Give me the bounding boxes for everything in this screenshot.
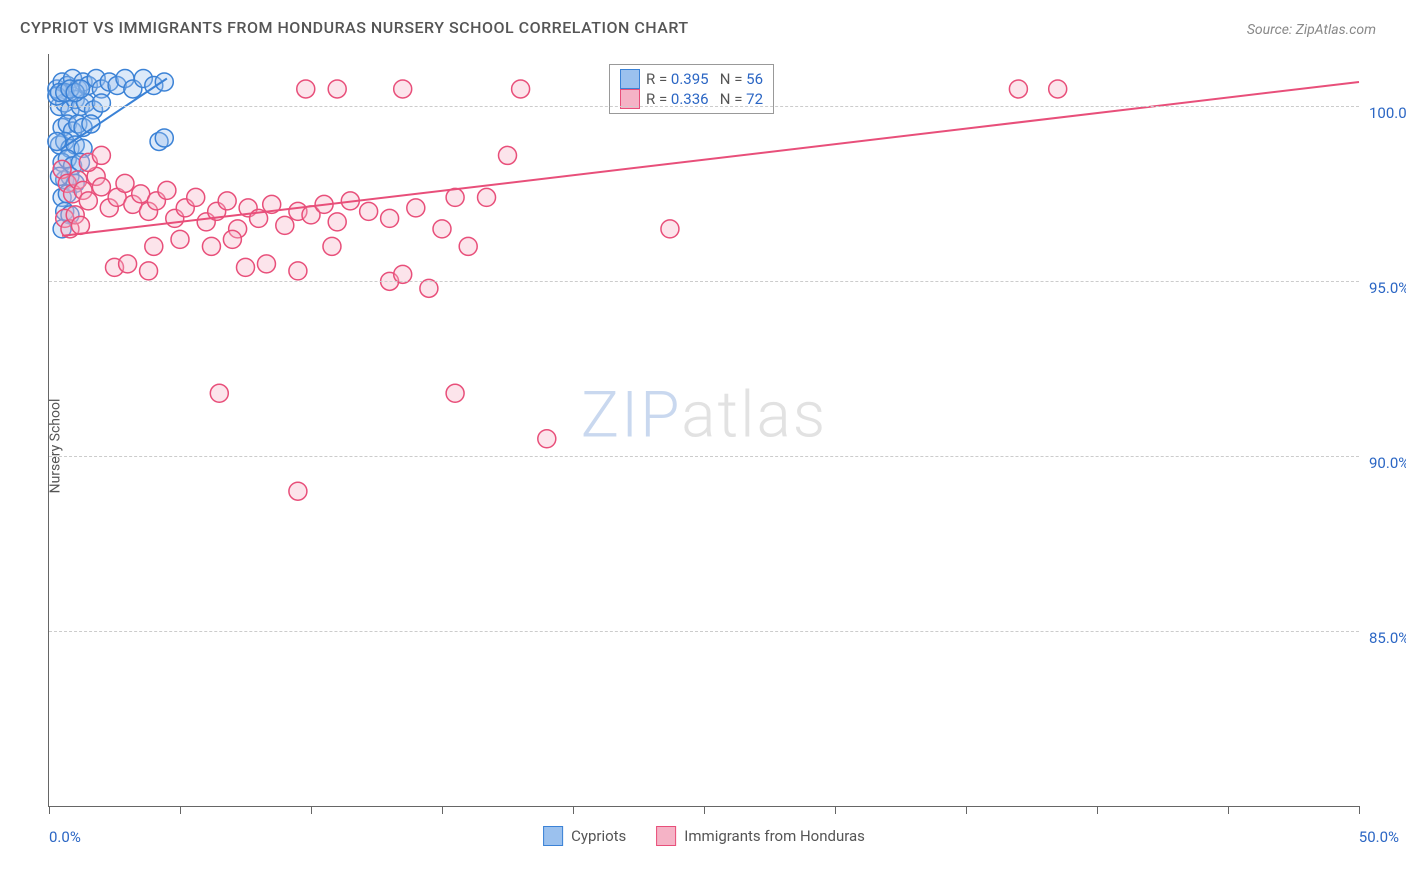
legend-label: Cypriots [571, 827, 626, 845]
data-point [71, 80, 89, 98]
data-point [1049, 80, 1067, 98]
x-tick [573, 806, 574, 814]
y-tick-label: 85.0% [1369, 629, 1406, 647]
data-point [92, 178, 110, 196]
data-point [446, 188, 464, 206]
data-point [158, 181, 176, 199]
data-point [446, 384, 464, 402]
plot-area: ZIPatlas R = 0.395 N = 56R = 0.336 N = 7… [48, 54, 1359, 807]
legend-row: R = 0.395 N = 56 [620, 69, 763, 89]
legend-label: Immigrants from Honduras [684, 827, 865, 845]
gridline [49, 631, 1359, 632]
x-tick [966, 806, 967, 814]
data-point [155, 129, 173, 147]
y-tick-label: 90.0% [1369, 454, 1406, 472]
x-tick [311, 806, 312, 814]
gridline [49, 281, 1359, 282]
y-tick-label: 95.0% [1369, 279, 1406, 297]
data-point [187, 188, 205, 206]
legend-stat-text: R = 0.395 N = 56 [646, 70, 763, 88]
x-tick [704, 806, 705, 814]
data-point [328, 80, 346, 98]
legend-item: Immigrants from Honduras [656, 826, 865, 846]
legend-swatch [543, 826, 563, 846]
data-point [433, 220, 451, 238]
data-point [459, 237, 477, 255]
legend-stat-text: R = 0.336 N = 72 [646, 90, 763, 108]
data-point [79, 192, 97, 210]
x-tick [1097, 806, 1098, 814]
data-point [71, 216, 89, 234]
x-tick [180, 806, 181, 814]
legend-swatch [656, 826, 676, 846]
data-point [1009, 80, 1027, 98]
data-point [360, 202, 378, 220]
data-point [140, 262, 158, 280]
gridline [49, 106, 1359, 107]
x-tick [835, 806, 836, 814]
data-point [297, 80, 315, 98]
data-point [145, 237, 163, 255]
series-legend: Cypriots Immigrants from Honduras [543, 826, 865, 846]
x-tick-label: 0.0% [49, 828, 81, 846]
data-point [155, 73, 173, 91]
x-tick [1359, 806, 1360, 814]
data-point [92, 146, 110, 164]
data-point [499, 146, 517, 164]
x-tick [442, 806, 443, 814]
data-point [171, 230, 189, 248]
y-tick-label: 100.0% [1369, 104, 1406, 122]
legend-item: Cypriots [543, 826, 626, 846]
data-point [381, 209, 399, 227]
data-point [218, 192, 236, 210]
x-tick [49, 806, 50, 814]
data-point [328, 213, 346, 231]
data-point [407, 199, 425, 217]
scatter-svg [49, 54, 1359, 806]
data-point [394, 80, 412, 98]
data-point [202, 237, 220, 255]
gridline [49, 456, 1359, 457]
data-point [237, 258, 255, 276]
x-tick [1228, 806, 1229, 814]
data-point [512, 80, 530, 98]
data-point [661, 220, 679, 238]
data-point [289, 262, 307, 280]
data-point [538, 430, 556, 448]
data-point [478, 188, 496, 206]
chart-title: CYPRIOT VS IMMIGRANTS FROM HONDURAS NURS… [20, 18, 689, 37]
legend-swatch [620, 69, 640, 89]
data-point [323, 237, 341, 255]
source-attribution: Source: ZipAtlas.com [1247, 22, 1376, 38]
data-point [223, 230, 241, 248]
data-point [116, 174, 134, 192]
data-point [210, 384, 228, 402]
data-point [119, 255, 137, 273]
data-point [92, 94, 110, 112]
data-point [276, 216, 294, 234]
data-point [289, 482, 307, 500]
x-tick-label: 50.0% [1359, 828, 1399, 846]
data-point [257, 255, 275, 273]
